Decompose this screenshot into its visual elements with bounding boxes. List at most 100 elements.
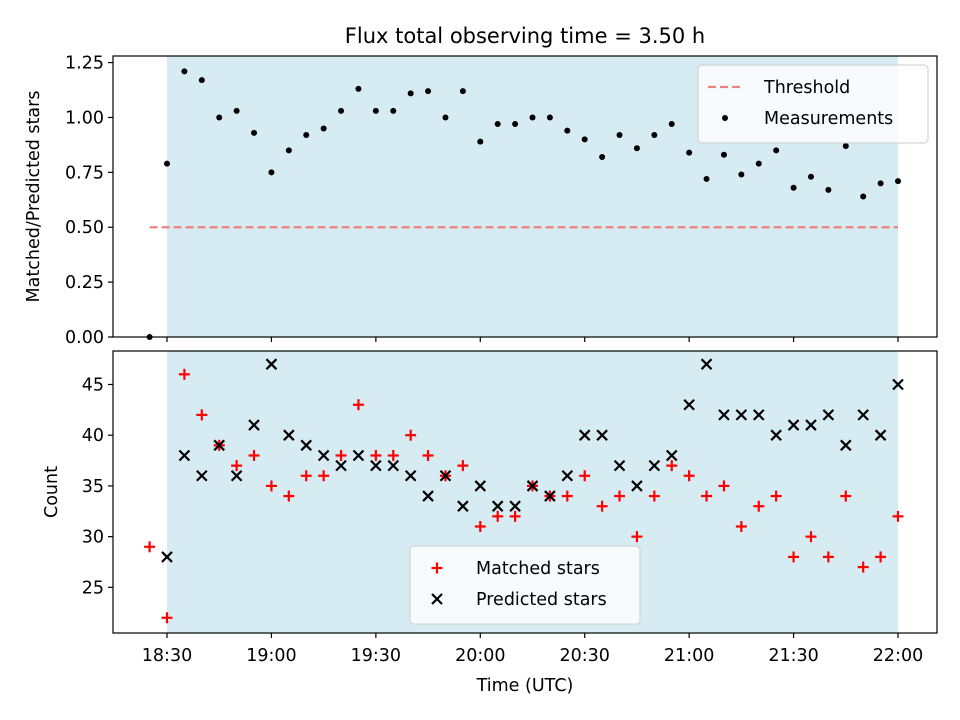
y-tick-label: 0.75 [65, 163, 104, 183]
data-point [720, 151, 727, 158]
data-point [509, 510, 521, 522]
data-point [648, 490, 660, 502]
data-point [596, 429, 608, 441]
data-point [578, 429, 591, 441]
data-point [735, 520, 747, 532]
data-point [613, 459, 626, 472]
x-tick-label: 18:30 [142, 646, 192, 666]
data-point [770, 429, 782, 441]
data-point [666, 460, 678, 472]
data-point [700, 358, 713, 370]
data-point [251, 129, 258, 136]
data-point [755, 160, 762, 167]
data-point [178, 449, 191, 462]
ratio-panel: 0.00 0.25 0.50 0.75 1.00 1.25 Matched/Predicte… [24, 54, 938, 348]
data-point [492, 510, 504, 522]
data-point [439, 469, 452, 482]
data-point [213, 439, 225, 452]
data-point [355, 85, 362, 92]
data-point [425, 88, 432, 95]
chart-title: Flux total observing time = 3.50 h [345, 24, 705, 48]
y-axis-title: Count [42, 466, 62, 518]
data-point [718, 409, 730, 421]
data-point [390, 107, 397, 114]
x-tick-label: 19:00 [246, 646, 296, 666]
data-point [686, 149, 693, 156]
data-point [561, 469, 574, 482]
data-point [683, 470, 695, 482]
y-tick-label: 40 [82, 426, 104, 446]
data-point [335, 459, 347, 472]
data-point [512, 121, 519, 128]
data-point [874, 429, 887, 441]
data-point [233, 107, 240, 114]
data-point [196, 469, 208, 482]
legend: Matched stars Predicted stars [409, 545, 641, 625]
data-point [300, 470, 312, 482]
data-point [683, 398, 695, 411]
legend-label: Measurements [764, 109, 893, 129]
x-tick-label: 20:30 [559, 646, 609, 666]
y-tick-label: 25 [82, 578, 104, 598]
data-point [387, 449, 399, 461]
data-point [546, 114, 553, 121]
data-point [509, 500, 521, 512]
data-point [822, 551, 834, 563]
data-point [877, 180, 884, 187]
data-point [352, 399, 364, 411]
data-point [892, 378, 904, 391]
data-point [753, 500, 765, 512]
legend-dot-swatch [722, 115, 728, 121]
data-point [561, 490, 573, 502]
data-point [596, 500, 608, 512]
data-point [268, 169, 275, 176]
data-point [773, 147, 780, 154]
data-point [457, 500, 469, 512]
x-tick-label: 22:00 [873, 646, 923, 666]
x-tick-label: 21:30 [768, 646, 818, 666]
legend-label: Threshold [763, 78, 850, 98]
legend-label: Predicted stars [476, 590, 607, 610]
data-point [320, 125, 327, 132]
data-point [230, 469, 243, 482]
x-tick-label: 20:00 [455, 646, 505, 666]
data-point [840, 490, 852, 502]
data-point [651, 132, 658, 139]
data-point [265, 480, 277, 492]
data-point [370, 459, 382, 472]
data-point [300, 439, 313, 452]
data-point [181, 68, 188, 75]
series-measurements [146, 68, 901, 340]
data-point [338, 107, 345, 114]
data-point [387, 459, 400, 472]
axes-frame [112, 350, 938, 634]
data-point [840, 439, 852, 452]
data-point [422, 490, 434, 502]
data-point [178, 368, 190, 380]
data-point [633, 145, 640, 152]
data-point [631, 531, 643, 543]
data-point [164, 160, 170, 167]
x-tick-label: 19:30 [351, 646, 401, 666]
data-point [474, 520, 486, 532]
data-point [579, 470, 591, 482]
data-point [787, 419, 800, 431]
data-point [718, 480, 730, 492]
data-point [857, 409, 869, 421]
data-point [822, 409, 835, 421]
data-point [161, 551, 173, 563]
data-point [457, 460, 469, 472]
data-point [144, 541, 156, 553]
data-point [807, 173, 814, 180]
data-point [283, 429, 295, 441]
data-point [668, 121, 675, 128]
data-point [407, 90, 414, 97]
y-axis-title: Matched/Predicted stars [24, 91, 44, 303]
legend-plus-swatch [431, 562, 443, 574]
legend-box [697, 64, 929, 144]
data-point [703, 175, 710, 182]
data-point [494, 121, 501, 128]
data-point [198, 77, 205, 84]
data-point [735, 409, 748, 421]
